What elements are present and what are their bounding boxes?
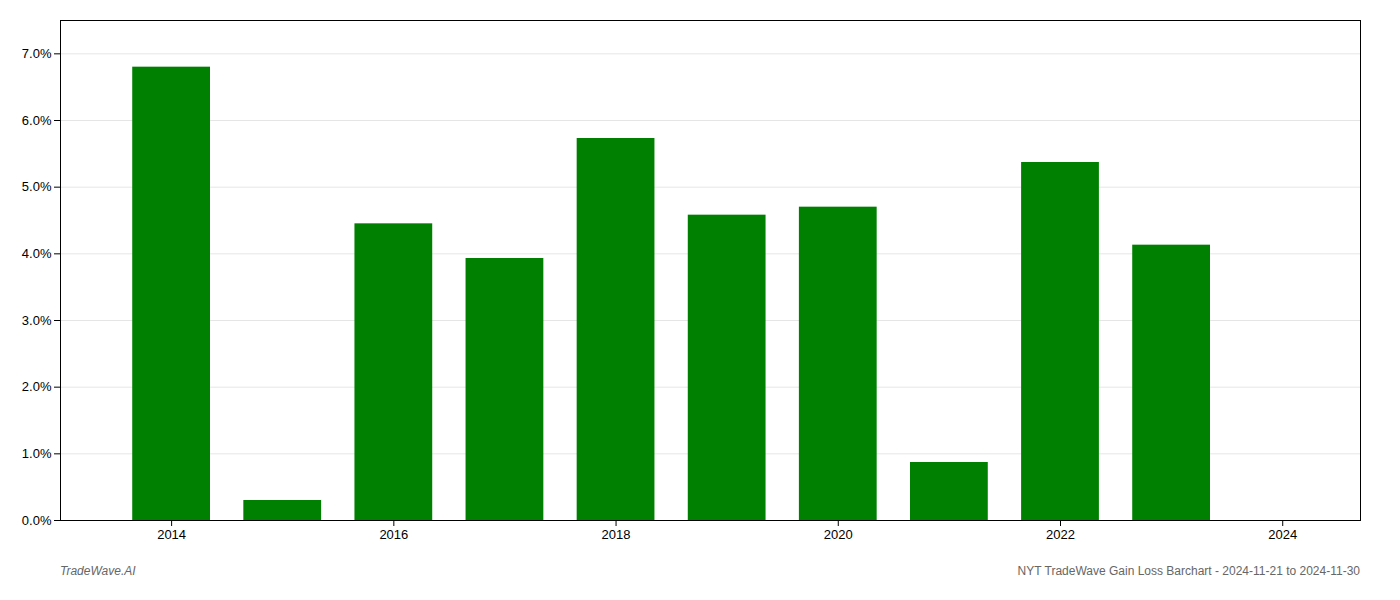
svg-text:6.0%: 6.0% [22,113,52,128]
html-text:NYT TradeWave Gain Loss Barcha: NYT TradeWave Gain Loss Barchart - 2024-… [1017,564,1360,578]
svg-text:4.0%: 4.0% [22,246,52,261]
svg-text:2.0%: 2.0% [22,379,52,394]
svg-text:2020: 2020 [824,527,853,542]
svg-text:2018: 2018 [602,527,631,542]
html-text:TradeWave.AI: TradeWave.AI [60,564,136,578]
svg-text:5.0%: 5.0% [22,179,52,194]
svg-text:3.0%: 3.0% [22,313,52,328]
svg-text:1.0%: 1.0% [22,446,52,461]
svg-text:2024: 2024 [1268,527,1297,542]
svg-text:2022: 2022 [1046,527,1075,542]
svg-text:2014: 2014 [157,527,186,542]
svg-text:0.0%: 0.0% [22,513,52,528]
svg-text:2016: 2016 [379,527,408,542]
svg-text:7.0%: 7.0% [22,46,52,61]
